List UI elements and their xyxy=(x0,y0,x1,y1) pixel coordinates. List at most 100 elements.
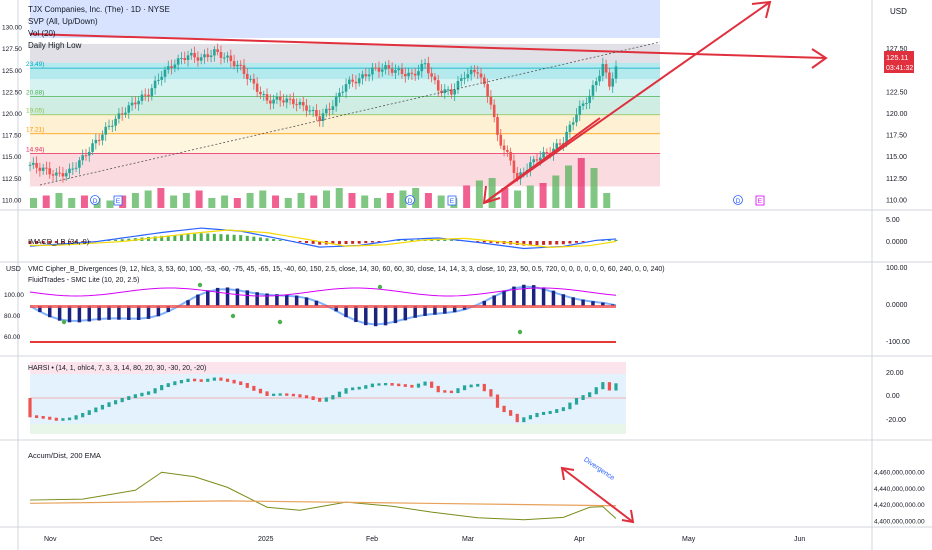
harsi-candle xyxy=(423,381,427,386)
volume-bar xyxy=(539,183,547,208)
fib-label: 19.05) xyxy=(26,108,44,115)
volume-bar xyxy=(233,198,241,208)
candle-body xyxy=(190,52,193,56)
macd-histogram-bar xyxy=(574,241,578,243)
vmc-signal-dot xyxy=(517,329,523,335)
harsi-candle xyxy=(430,381,434,388)
candle-body xyxy=(483,77,486,85)
volume-bar xyxy=(106,200,114,208)
volume-bar xyxy=(412,188,420,208)
profile-zone xyxy=(30,62,660,80)
macd-histogram-bar xyxy=(160,235,164,241)
time-label: Mar xyxy=(462,536,475,543)
macd-histogram-bar xyxy=(48,241,52,244)
candle-body xyxy=(232,61,236,67)
candle-body xyxy=(410,72,414,74)
macd-histogram-bar xyxy=(410,239,414,241)
candle-body xyxy=(311,109,315,111)
harsi-candle xyxy=(140,392,144,397)
candle-body xyxy=(45,167,48,169)
candle-body xyxy=(259,91,262,95)
macd-histogram-bar xyxy=(232,234,236,241)
volume-bar xyxy=(577,158,585,208)
time-axis[interactable]: Nov Dec 2025 Feb Mar Apr May Jun xyxy=(44,536,805,543)
harsi-candle xyxy=(193,378,197,382)
volume-bar xyxy=(182,193,190,208)
candle-body xyxy=(357,78,361,84)
candle-body xyxy=(545,151,549,153)
harsi-tick: -20.00 xyxy=(886,417,906,424)
candle-body xyxy=(450,89,453,95)
candle-body xyxy=(124,112,127,115)
candle-body xyxy=(255,83,259,92)
macd-histogram-bar xyxy=(364,241,368,244)
accdist-tick: 4,440,000,000.00 xyxy=(874,486,925,493)
trend-drawings[interactable] xyxy=(29,0,828,205)
macd-histogram-bar xyxy=(252,236,256,241)
event-marker-label: D xyxy=(736,198,741,205)
candle-body xyxy=(91,143,94,152)
last-price: 125.11 xyxy=(886,53,908,62)
volume-bar xyxy=(590,168,598,208)
volume-bar xyxy=(42,195,50,208)
macd-histogram-bar xyxy=(607,240,611,241)
harsi-candle xyxy=(495,394,500,408)
candle-body xyxy=(361,74,364,79)
candle-body xyxy=(397,68,401,71)
harsi-candle xyxy=(364,385,368,389)
candle-body xyxy=(348,79,351,85)
harsi-candle xyxy=(146,391,151,395)
macd-histogram-bar xyxy=(179,234,183,241)
macd-histogram-bar xyxy=(193,233,197,241)
macd-histogram-bar xyxy=(54,241,58,243)
harsi-oversold-zone xyxy=(30,424,626,434)
candle-body xyxy=(532,159,535,163)
candle-body xyxy=(163,69,167,77)
candle-body xyxy=(285,98,289,103)
candle-body xyxy=(515,172,519,179)
candle-body xyxy=(614,66,618,79)
candle-body xyxy=(130,102,134,106)
right-price-tick: 112.50 xyxy=(886,176,907,183)
harsi-candle xyxy=(528,415,533,420)
candle-body xyxy=(278,96,282,101)
candle-body xyxy=(489,96,493,105)
right-price-tick: 117.50 xyxy=(886,133,907,140)
vmc-zero-band xyxy=(30,305,616,308)
candle-body xyxy=(28,164,32,166)
candle-body xyxy=(272,99,275,104)
candle-body xyxy=(430,73,433,77)
candle-body xyxy=(456,80,460,90)
macd-histogram-bar xyxy=(81,241,85,242)
harsi-candle xyxy=(258,388,263,394)
candle-body xyxy=(338,92,341,97)
candle-body xyxy=(568,124,572,132)
volume-bar xyxy=(386,193,394,208)
macd-histogram-bar xyxy=(311,241,315,244)
candle-body xyxy=(31,162,35,165)
ema-line xyxy=(29,500,617,507)
candle-body xyxy=(308,110,312,112)
candle-body xyxy=(209,55,213,58)
harsi-candle xyxy=(100,404,105,410)
rsi-line xyxy=(29,287,617,297)
candle-body xyxy=(242,65,246,74)
harsi-candle xyxy=(397,383,401,387)
candle-body xyxy=(324,108,328,114)
macd-histogram-bar xyxy=(443,239,447,241)
harsi-candle xyxy=(232,379,236,384)
candle-body xyxy=(384,65,387,70)
accdist-tick: 4,420,000,000.00 xyxy=(874,502,925,509)
accdist-label: Accum/Dist, 200 EMA xyxy=(28,451,101,460)
candle-body xyxy=(219,51,223,58)
candle-body xyxy=(328,108,331,110)
volume-bar xyxy=(310,195,318,208)
candle-body xyxy=(466,74,470,78)
macd-histogram-bar xyxy=(436,239,440,241)
volume-bar xyxy=(80,195,88,208)
candle-body xyxy=(292,98,295,105)
candle-body xyxy=(604,64,608,73)
candle-body xyxy=(97,139,101,141)
